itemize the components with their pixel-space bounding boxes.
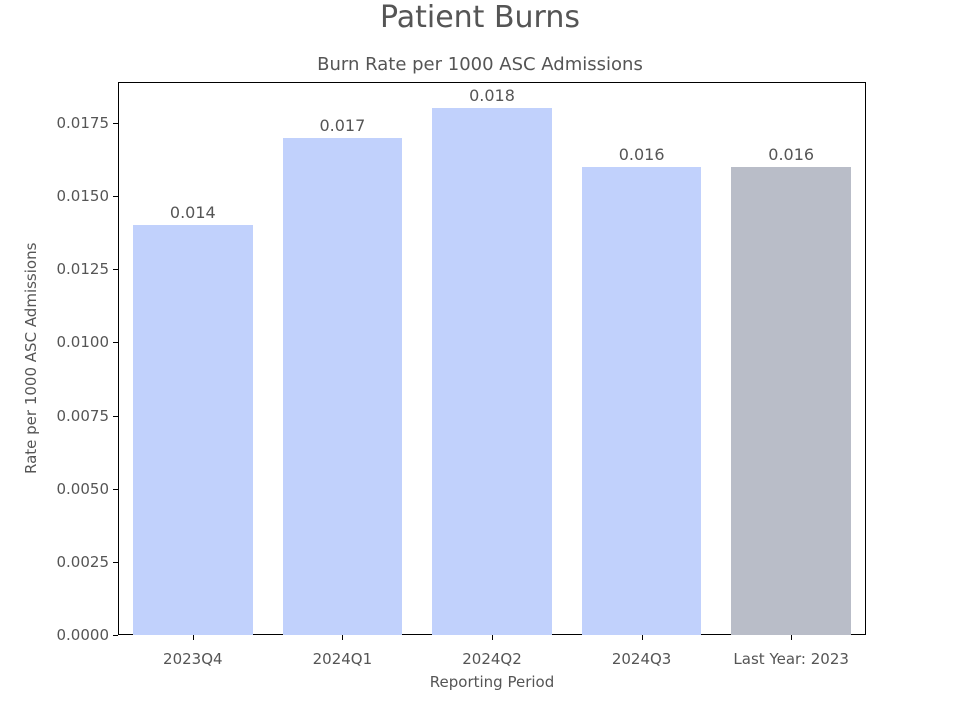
y-tick-mark <box>113 196 118 197</box>
y-axis-label: Rate per 1000 ASC Admissions <box>22 243 40 474</box>
x-tick-mark <box>791 635 792 640</box>
y-tick-label: 0.0075 <box>57 407 110 425</box>
y-tick-label: 0.0000 <box>57 626 110 644</box>
bar <box>731 167 851 635</box>
x-tick-label: 2023Q4 <box>163 650 223 668</box>
y-tick-mark <box>113 123 118 124</box>
y-tick-mark <box>113 416 118 417</box>
chart-stage: Patient Burns Burn Rate per 1000 ASC Adm… <box>0 0 960 720</box>
x-tick-label: Last Year: 2023 <box>733 650 849 668</box>
bar <box>432 108 552 635</box>
x-tick-label: 2024Q1 <box>313 650 373 668</box>
x-tick-mark <box>642 635 643 640</box>
y-tick-mark <box>113 562 118 563</box>
bar <box>283 138 403 635</box>
bar-value-label: 0.016 <box>619 145 665 164</box>
x-tick-mark <box>492 635 493 640</box>
x-tick-label: 2024Q2 <box>462 650 522 668</box>
y-tick-mark <box>113 342 118 343</box>
chart-subtitle: Burn Rate per 1000 ASC Admissions <box>0 54 960 75</box>
y-tick-label: 0.0150 <box>57 187 110 205</box>
y-tick-label: 0.0050 <box>57 480 110 498</box>
bar-value-label: 0.018 <box>469 86 515 105</box>
y-tick-mark <box>113 489 118 490</box>
bar-value-label: 0.016 <box>768 145 814 164</box>
y-tick-label: 0.0025 <box>57 553 110 571</box>
bar-value-label: 0.017 <box>319 116 365 135</box>
chart-suptitle: Patient Burns <box>0 0 960 35</box>
bar-value-label: 0.014 <box>170 203 216 222</box>
bar <box>582 167 702 635</box>
y-tick-mark <box>113 269 118 270</box>
x-axis-label: Reporting Period <box>118 673 866 691</box>
x-tick-label: 2024Q3 <box>612 650 672 668</box>
y-tick-mark <box>113 635 118 636</box>
x-tick-mark <box>193 635 194 640</box>
y-tick-label: 0.0100 <box>57 333 110 351</box>
y-tick-label: 0.0125 <box>57 260 110 278</box>
x-tick-mark <box>342 635 343 640</box>
y-tick-label: 0.0175 <box>57 114 110 132</box>
bar <box>133 225 253 635</box>
